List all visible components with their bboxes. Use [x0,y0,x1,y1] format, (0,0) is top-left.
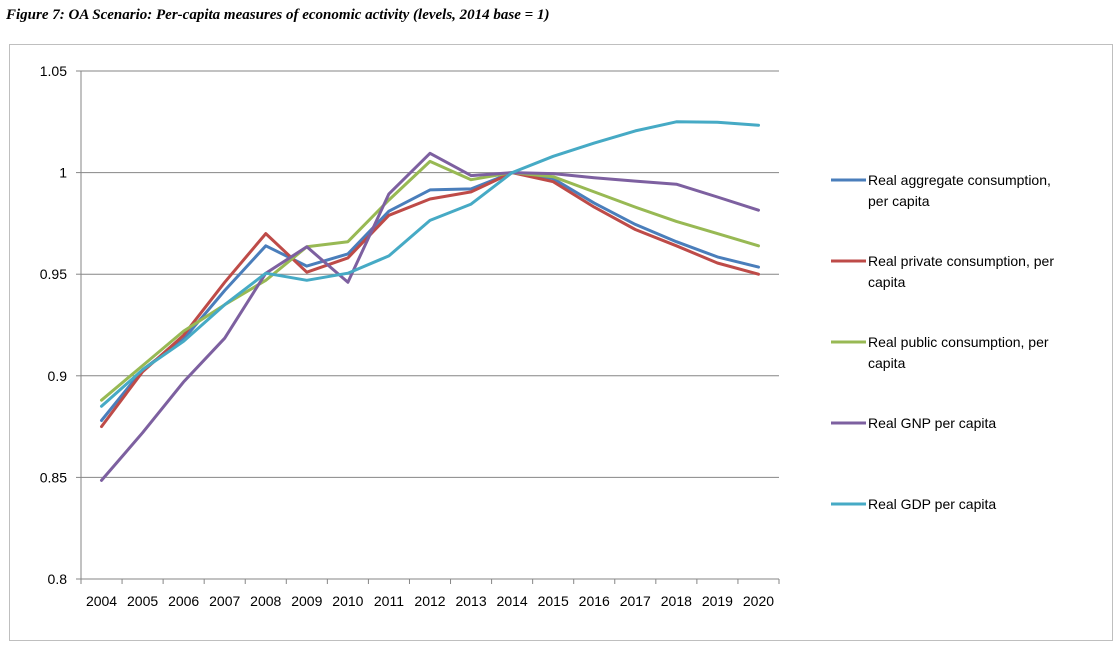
xtick-label: 2009 [291,593,322,609]
xtick-label: 2012 [414,593,445,609]
ytick-label: 1 [59,165,67,181]
legend-label-2: capita [868,274,906,290]
legend-label-1: Real aggregate consumption, [868,172,1051,188]
figure-title: Figure 7: OA Scenario: Per-capita measur… [6,7,550,23]
legend-label-3: Real public consumption, per [868,334,1049,350]
ytick-label: 0.85 [40,469,67,485]
legend: Real aggregate consumption, per capita Rea… [831,172,1054,512]
xtick-label: 2019 [702,593,733,609]
xtick-label: 2010 [332,593,363,609]
xtick-label: 2018 [661,593,692,609]
ytick-label: 1.05 [40,63,67,79]
xtick-label: 2007 [209,593,240,609]
series-lines [100,120,760,482]
xtick-label: 2008 [250,593,281,609]
legend-label-4: Real GNP per capita [868,415,996,431]
legend-label-5: Real GDP per capita [868,496,996,512]
xtick-label: 2015 [538,593,569,609]
ytick-label: 0.9 [48,368,68,384]
xtick-label: 2006 [168,593,199,609]
series-line-2 [100,171,760,429]
xtick-label: 2020 [743,593,774,609]
series-line-1 [100,171,760,422]
series-line-3 [100,159,760,402]
ytick-label: 0.95 [40,266,67,282]
xtick-label: 2004 [86,593,117,609]
axes [76,70,780,584]
xtick-label: 2013 [455,593,486,609]
legend-label-3: capita [868,355,906,371]
series-line-5 [100,120,760,408]
legend-label-2: Real private consumption, per [868,253,1054,269]
chart-frame [9,44,1113,641]
xtick-label: 2011 [374,593,404,609]
xtick-label: 2005 [127,593,158,609]
tick-labels: 0.8 0.85 0.9 0.95 1 1.05 2004 2005 2006 2007 2008 2… [40,63,775,609]
ytick-label: 0.8 [48,571,68,587]
legend-label-1: per capita [868,193,930,209]
xtick-label: 2017 [620,593,651,609]
gridlines [81,70,779,478]
xtick-label: 2014 [497,593,528,609]
series-line-4 [100,151,760,482]
xtick-label: 2016 [579,593,610,609]
